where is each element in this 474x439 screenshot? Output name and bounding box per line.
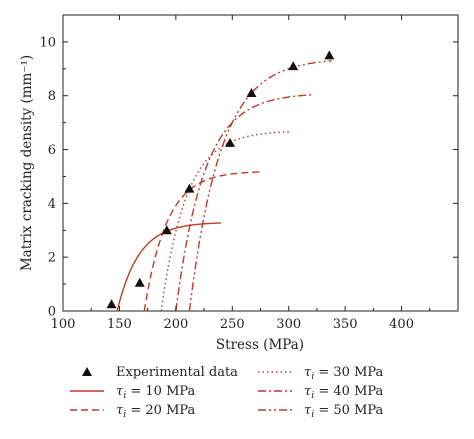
experimental-point	[225, 137, 236, 147]
x-tick-label: 150	[107, 317, 132, 332]
legend-label: τi = 20 MPa	[116, 403, 196, 420]
y-tick-label: 4	[48, 197, 56, 212]
legend-label: τi = 50 MPa	[304, 403, 384, 420]
model-curve	[143, 171, 261, 311]
legend-marker-experimental	[82, 367, 92, 376]
legend-label: τi = 10 MPa	[116, 384, 196, 401]
plot-frame	[62, 14, 459, 312]
legend: Experimental data τi = 10 MPa τi = 20 MPa τ…	[70, 365, 384, 420]
experimental-point	[161, 225, 172, 235]
experimental-point	[134, 277, 145, 287]
model-curves	[116, 60, 332, 311]
x-tick-label: 400	[389, 317, 414, 332]
y-tick-label: 2	[48, 251, 56, 266]
y-axis-title: Matrix cracking density (mm⁻¹)	[19, 55, 35, 271]
legend-label-experimental: Experimental data	[116, 365, 238, 380]
experimental-point	[106, 299, 117, 309]
y-tick-label: 6	[48, 143, 56, 158]
legend-label: τi = 40 MPa	[304, 384, 384, 401]
experimental-point	[246, 88, 257, 98]
experimental-point	[288, 61, 299, 71]
experimental-point	[324, 50, 335, 60]
x-tick-label: 300	[276, 317, 301, 332]
y-tick-label: 8	[48, 89, 56, 104]
legend-label: τi = 30 MPa	[304, 365, 384, 382]
x-axis-ticks: 100 150 200 250 300 350 400	[51, 15, 431, 332]
model-curve	[188, 60, 332, 311]
y-axis-ticks: 0 2 4 6 8 10	[39, 35, 458, 320]
y-tick-label: 0	[48, 305, 56, 320]
y-tick-label: 10	[39, 35, 56, 50]
x-tick-label: 250	[220, 317, 245, 332]
model-curve	[160, 131, 291, 311]
experimental-point	[184, 183, 195, 193]
x-tick-label: 350	[333, 317, 358, 332]
x-axis-title: Stress (MPa)	[216, 337, 304, 353]
model-curve	[175, 93, 314, 311]
x-tick-label: 100	[51, 317, 76, 332]
experimental-markers	[106, 50, 335, 309]
x-tick-label: 200	[163, 317, 188, 332]
model-curve	[116, 222, 222, 311]
